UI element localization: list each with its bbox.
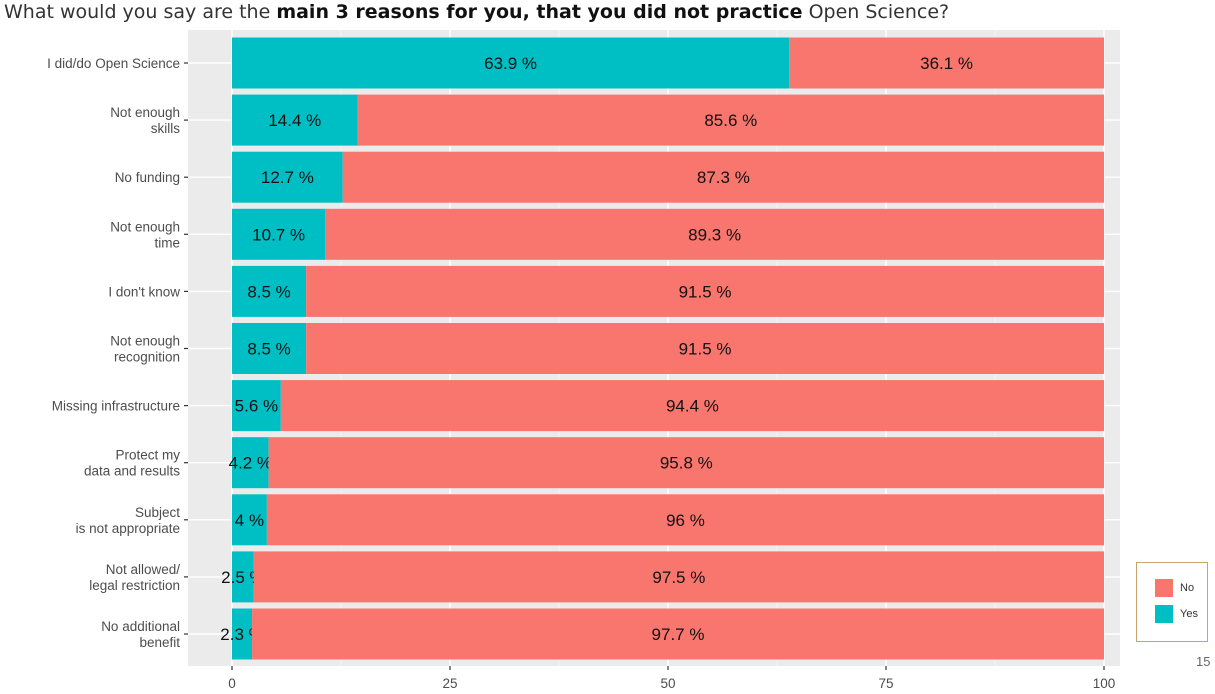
x-tick-label: 100 <box>1093 676 1116 691</box>
data-label-no: 97.7 % <box>652 625 705 644</box>
bar-yes <box>232 608 253 660</box>
bar-no <box>280 380 1104 432</box>
page-title: What would you say are the main 3 reason… <box>4 0 949 24</box>
data-label-no: 97.5 % <box>652 568 705 587</box>
bar-yes <box>232 208 326 260</box>
bar-no <box>342 151 1104 203</box>
bar-no <box>252 608 1104 660</box>
y-tick-label: Not enough time <box>110 219 180 250</box>
legend-label-no: No <box>1180 582 1195 594</box>
data-label-yes: 8.5 % <box>247 282 290 301</box>
data-label-yes: 63.9 % <box>484 54 537 73</box>
bar-yes <box>232 323 307 374</box>
data-label-yes: 2.5 % <box>221 568 264 587</box>
y-tick-label: I don't know <box>108 284 180 299</box>
y-tick-label: Not allowed/legal restriction <box>89 562 180 593</box>
y-tick-label: Protect my data and results <box>84 448 180 479</box>
bar-yes <box>232 37 790 89</box>
bar-yes <box>232 437 269 489</box>
data-label-no: 36.1 % <box>920 54 973 73</box>
legend-swatch-no <box>1155 579 1173 597</box>
data-label-no: 85.6 % <box>704 111 757 130</box>
x-tick-label: 75 <box>878 676 893 691</box>
data-label-yes: 14.4 % <box>268 111 321 130</box>
y-tick-label: Subject is not appropriate <box>76 505 181 536</box>
bar-yes <box>232 265 307 317</box>
bar-yes <box>232 551 254 603</box>
title-part1: What would you say are the <box>4 1 277 23</box>
data-label-no: 95.8 % <box>660 454 713 473</box>
title-part2: Open Science? <box>802 1 950 23</box>
data-label-yes: 4.2 % <box>229 454 272 473</box>
title-bold: main 3 reasons for you, that you did not… <box>276 1 803 23</box>
legend: No Yes <box>1136 562 1208 642</box>
data-label-no: 87.3 % <box>697 168 750 187</box>
data-label-no: 91.5 % <box>679 282 732 301</box>
data-label-no: 94.4 % <box>666 397 719 416</box>
bar-no <box>357 94 1104 146</box>
bar-yes <box>232 151 343 203</box>
data-label-no: 89.3 % <box>688 225 741 244</box>
data-label-no: 91.5 % <box>679 340 732 359</box>
y-tick-label: No additional benefit <box>101 619 180 650</box>
data-label-yes: 4 % <box>235 511 264 530</box>
x-tick-label: 50 <box>660 676 675 691</box>
data-label-yes: 12.7 % <box>261 168 314 187</box>
bar-yes <box>232 494 267 546</box>
bar-no <box>253 551 1105 603</box>
y-tick-label: I did/do Open Science <box>47 56 180 71</box>
bar-no <box>306 323 1104 374</box>
data-label-no: 96 % <box>666 511 705 530</box>
bar-yes <box>232 380 281 432</box>
legend-item-no: No <box>1155 579 1194 597</box>
x-tick-label: 0 <box>228 676 236 691</box>
data-label-yes: 5.6 % <box>235 397 278 416</box>
bar-no <box>268 437 1104 489</box>
bar-no <box>306 265 1104 317</box>
y-tick-label: No funding <box>115 170 180 185</box>
data-label-yes: 10.7 % <box>252 225 305 244</box>
bar-yes <box>232 94 358 146</box>
bar-no <box>266 494 1104 546</box>
legend-label-yes: Yes <box>1180 608 1198 620</box>
x-tick-label: 25 <box>442 676 457 691</box>
bar-no <box>789 37 1104 89</box>
y-tick-label: Missing infrastructure <box>52 399 180 414</box>
legend-item-yes: Yes <box>1155 605 1198 623</box>
data-label-yes: 8.5 % <box>247 340 290 359</box>
y-tick-label: Not enough skills <box>110 105 180 136</box>
page-number: 15 <box>1196 654 1211 669</box>
y-tick-label: Not enough recognition <box>110 334 180 365</box>
legend-swatch-yes <box>1155 605 1173 623</box>
bar-no <box>325 208 1105 260</box>
